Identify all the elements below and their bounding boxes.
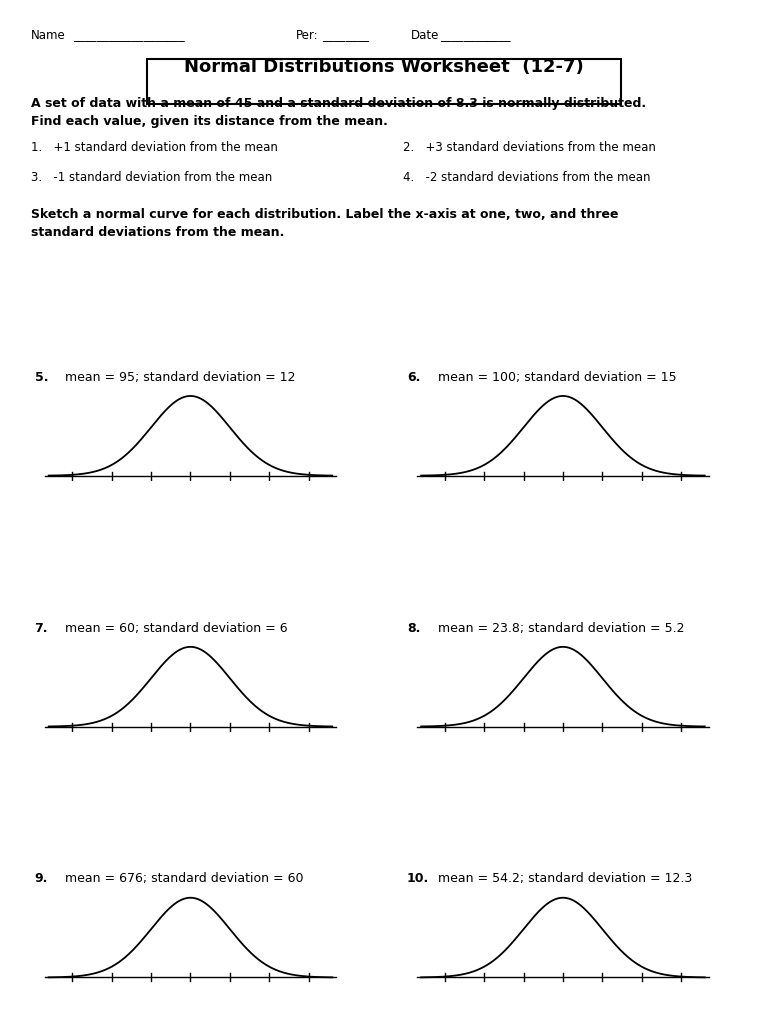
Text: mean = 60; standard deviation = 6: mean = 60; standard deviation = 6	[65, 622, 288, 635]
Text: mean = 676; standard deviation = 60: mean = 676; standard deviation = 60	[65, 872, 304, 886]
Text: 9.: 9.	[35, 872, 48, 886]
Text: 3.   -1 standard deviation from the mean: 3. -1 standard deviation from the mean	[31, 171, 272, 184]
Text: mean = 95; standard deviation = 12: mean = 95; standard deviation = 12	[65, 371, 296, 384]
Text: ____________: ____________	[440, 29, 511, 42]
Text: mean = 54.2; standard deviation = 12.3: mean = 54.2; standard deviation = 12.3	[438, 872, 692, 886]
Text: ___________________: ___________________	[73, 29, 184, 42]
Text: 10.: 10.	[407, 872, 429, 886]
Text: 2.   +3 standard deviations from the mean: 2. +3 standard deviations from the mean	[403, 141, 656, 155]
Text: standard deviations from the mean.: standard deviations from the mean.	[31, 226, 284, 240]
Text: A set of data with a mean of 45 and a standard deviation of 8.3 is normally dist: A set of data with a mean of 45 and a st…	[31, 97, 646, 111]
Text: Normal Distributions Worksheet  (12-7): Normal Distributions Worksheet (12-7)	[184, 58, 584, 77]
Text: Sketch a normal curve for each distribution. Label the x-axis at one, two, and t: Sketch a normal curve for each distribut…	[31, 208, 618, 221]
Text: Date: Date	[411, 29, 439, 42]
Text: mean = 23.8; standard deviation = 5.2: mean = 23.8; standard deviation = 5.2	[438, 622, 684, 635]
Text: Find each value, given its distance from the mean.: Find each value, given its distance from…	[31, 115, 388, 128]
Text: 7.: 7.	[35, 622, 48, 635]
Text: mean = 100; standard deviation = 15: mean = 100; standard deviation = 15	[438, 371, 677, 384]
Text: ________: ________	[323, 29, 369, 42]
Text: 8.: 8.	[407, 622, 420, 635]
Text: Per:: Per:	[296, 29, 318, 42]
Text: 4.   -2 standard deviations from the mean: 4. -2 standard deviations from the mean	[403, 171, 650, 184]
Text: Name: Name	[31, 29, 65, 42]
Text: 1.   +1 standard deviation from the mean: 1. +1 standard deviation from the mean	[31, 141, 277, 155]
Text: 6.: 6.	[407, 371, 420, 384]
Text: 5.: 5.	[35, 371, 48, 384]
